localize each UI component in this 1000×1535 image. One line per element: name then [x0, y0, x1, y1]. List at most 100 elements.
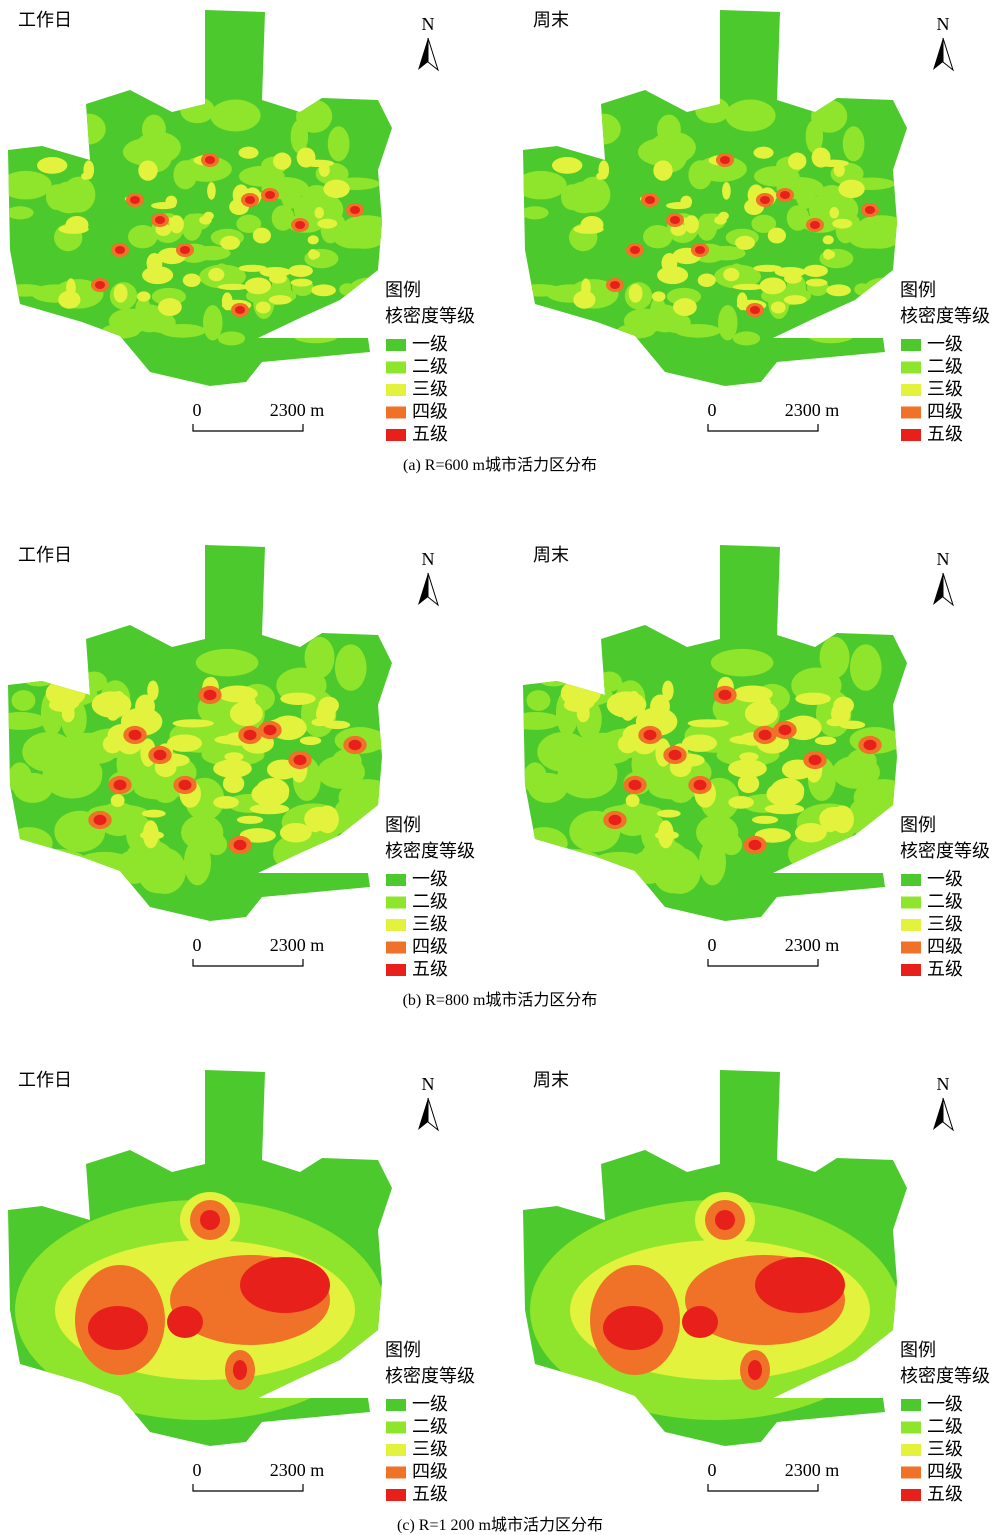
- scale-bar: [192, 424, 304, 432]
- legend-label: 四级: [412, 402, 448, 422]
- density-patch: [735, 235, 756, 250]
- density-patch: [770, 778, 805, 804]
- density-patch: [838, 179, 865, 199]
- density-patch: [855, 784, 896, 812]
- density-patch: [130, 196, 140, 204]
- density-patch: [805, 119, 824, 154]
- scale-bar: [707, 424, 819, 432]
- density-patch: [141, 809, 166, 818]
- density-patch: [715, 1210, 735, 1230]
- density-patch: [744, 701, 778, 727]
- density-patch: [255, 778, 290, 804]
- north-label: N: [422, 1074, 435, 1094]
- legend-swatch: [386, 1399, 406, 1411]
- density-patch: [795, 692, 831, 705]
- density-patch: [526, 102, 544, 128]
- density-patch: [200, 1210, 220, 1230]
- density-patch: [523, 170, 567, 200]
- density-patch: [236, 815, 264, 824]
- density-patch: [829, 207, 840, 219]
- density-patch: [788, 152, 807, 170]
- scale-bar: [192, 1484, 304, 1492]
- density-patch: [265, 191, 275, 199]
- density-patch: [307, 815, 323, 833]
- density-patch: [280, 183, 301, 209]
- density-patch: [630, 246, 640, 254]
- caption: (c) R=1 200 m城市活力区分布: [397, 1516, 603, 1534]
- density-patch: [706, 245, 746, 261]
- density-patch: [62, 176, 96, 213]
- legend-title: 图例: [900, 815, 936, 835]
- density-patch: [172, 719, 214, 728]
- north-label: N: [422, 549, 435, 569]
- density-patch: [653, 160, 673, 181]
- legend-label: 四级: [412, 937, 448, 957]
- density-patch: [551, 157, 583, 174]
- density-patch: [832, 755, 880, 789]
- density-patch: [751, 214, 777, 233]
- density-patch: [208, 267, 225, 282]
- density-patch: [628, 283, 643, 303]
- density-patch: [273, 152, 292, 170]
- density-patch: [180, 246, 190, 254]
- density-patch: [339, 283, 356, 296]
- density-patch: [803, 264, 828, 277]
- density-patch: [317, 218, 338, 229]
- density-patch: [252, 227, 271, 244]
- scale-end: 2300 m: [785, 1460, 840, 1480]
- density-patch: [288, 264, 313, 277]
- density-patch: [528, 114, 575, 130]
- density-patch: [147, 680, 159, 701]
- density-patch: [243, 729, 257, 741]
- legend-subtitle: 核密度等级: [385, 306, 475, 326]
- legend-label: 二级: [927, 892, 963, 912]
- density-patch: [608, 814, 622, 826]
- density-patch: [58, 290, 81, 309]
- north-arrow: [418, 573, 428, 605]
- density-patch: [573, 224, 604, 234]
- density-patch: [577, 176, 611, 213]
- density-patch: [279, 822, 312, 843]
- density-patch: [217, 283, 249, 291]
- caption: (b) R=800 m城市活力区分布: [403, 991, 598, 1009]
- scale-start: 0: [708, 935, 717, 955]
- density-patch: [255, 301, 271, 314]
- panel: (c) R=1 200 m城市活力区分布 工作日 N 图例核密度等级一级二级三级四级五…: [8, 1070, 990, 1534]
- density-patch: [673, 298, 697, 317]
- legend-label: 四级: [927, 1462, 963, 1482]
- density-patch: [203, 689, 217, 701]
- density-patch: [778, 724, 792, 736]
- density-patch: [14, 645, 64, 687]
- density-patch: [311, 718, 329, 727]
- density-patch: [718, 689, 732, 701]
- legend-swatch: [386, 429, 406, 441]
- scale-end: 2300 m: [270, 935, 325, 955]
- density-patch: [832, 218, 853, 229]
- legend-swatch: [386, 896, 406, 909]
- legend-swatch: [386, 919, 406, 931]
- density-patch: [681, 734, 718, 752]
- density-surface: [530, 1192, 900, 1420]
- density-patch: [661, 253, 678, 274]
- density-patch: [528, 772, 568, 803]
- density-patch: [180, 97, 215, 124]
- density-patch: [182, 273, 201, 287]
- density-patch: [202, 304, 223, 341]
- density-patch: [670, 216, 680, 224]
- density-patch: [863, 739, 877, 751]
- density-patch: [8, 827, 53, 860]
- legend-title: 图例: [385, 1340, 421, 1360]
- density-patch: [299, 736, 322, 746]
- density-patch: [167, 1306, 203, 1338]
- legend-label: 一级: [927, 334, 963, 354]
- density-patch: [236, 214, 262, 233]
- density-patch: [298, 849, 329, 868]
- density-patch: [290, 278, 313, 287]
- density-patch: [110, 794, 125, 807]
- density-patch: [732, 283, 764, 291]
- density-patch: [217, 331, 246, 346]
